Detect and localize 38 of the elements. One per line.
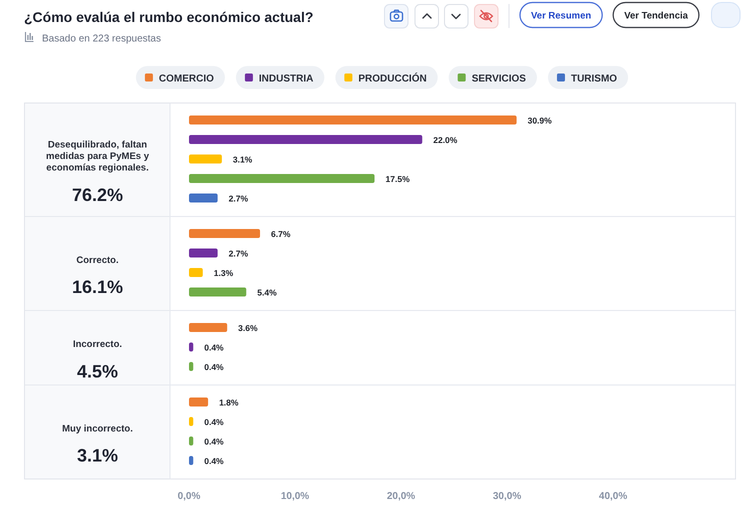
data-label: 3.6% [238,322,258,333]
text: 16.1% [72,277,124,297]
text: 76.2% [72,184,124,205]
data-label: 5.4% [257,287,278,298]
x-tick-label: 30,0% [492,491,522,502]
text: Ver Tendencia [624,10,689,22]
legend-label: TURISMO [570,73,618,84]
x-tick-label: 40,0% [598,491,628,502]
data-label: 0.4% [204,362,224,372]
data-label: 30.9% [528,115,552,126]
data-label: 22.0% [433,134,458,145]
data-label: 17.5% [386,174,410,184]
data-label: 1.8% [219,397,239,408]
data-label: 1.3% [214,268,234,278]
y-tick-label: Muy incorrecto. [62,423,133,434]
data-label: 0.4% [204,416,224,427]
data-label: 0.4% [204,456,224,466]
chart-title: ¿Cómo evalúa el rumbo económico actual? [24,9,314,25]
legend-label: INDUSTRIA [258,73,314,84]
data-label: 0.4% [204,436,224,446]
data-label: 2.7% [228,248,248,258]
data-label: 2.7% [228,193,248,204]
text: 4.5% [76,361,118,382]
y-tick-label: Correcto. [76,254,119,266]
x-tick-label: 20,0% [386,491,416,502]
text: 3.1% [76,446,118,466]
x-tick-label: 10,0% [280,491,310,502]
data-label: 6.7% [271,228,291,239]
y-tick-label: Incorrecto. [72,339,122,350]
legend-label: PRODUCCIÓN [358,72,427,84]
data-label: 0.4% [204,342,224,352]
x-tick-label: 0,0% [178,491,201,502]
text: Basado en 223 respuestas [42,34,161,44]
data-label: 3.1% [232,154,253,164]
text: Ver Resumen [530,10,592,22]
legend-label: SERVICIOS [472,73,526,84]
legend-label: COMERCIO [158,73,214,84]
y-tick-label: Desequilibrado, faltan medidas para PyMEs y economías regionales. [46,140,150,174]
